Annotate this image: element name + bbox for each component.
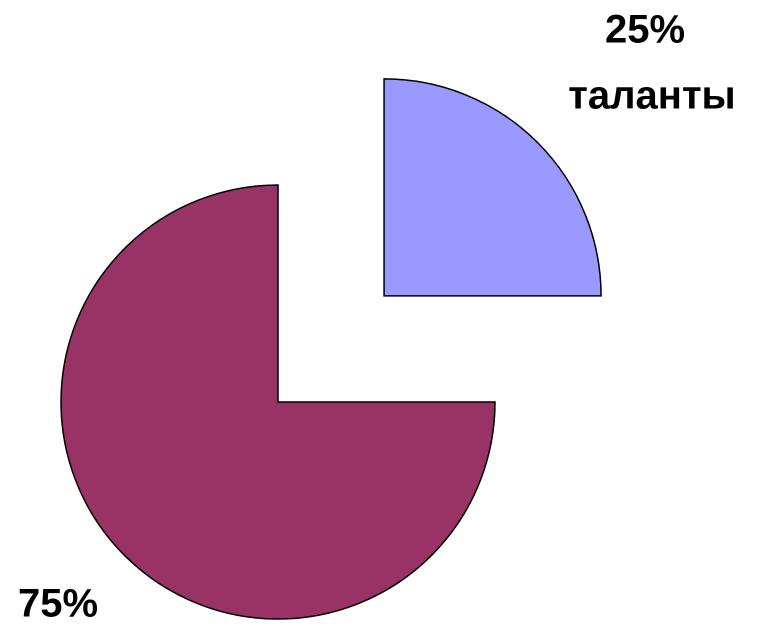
pie-slice — [60, 184, 496, 620]
pie-slice — [383, 78, 602, 297]
value-label: 75% — [18, 582, 98, 626]
value-label: 25% — [605, 8, 685, 52]
category-label: таланты — [568, 74, 735, 118]
